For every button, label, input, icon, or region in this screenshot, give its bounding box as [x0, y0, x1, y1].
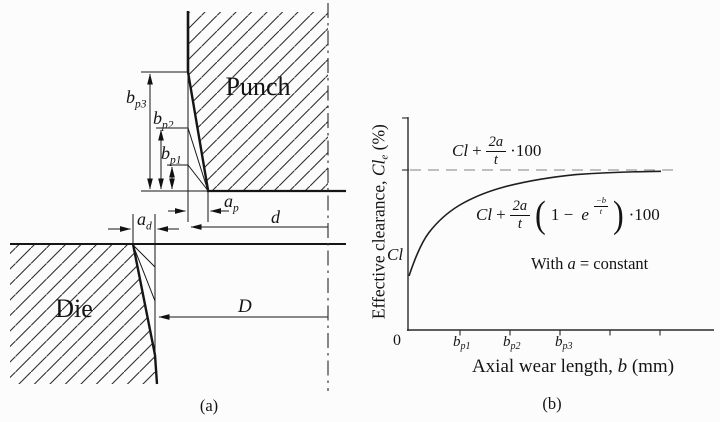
- y-axis-label: Effective clearance, Cle (%): [368, 124, 391, 320]
- origin-label: 0: [393, 332, 401, 349]
- ad-label: ad: [137, 209, 152, 233]
- curve-formula: Cl + 2a t ( 1 − e −b t ) ·100: [476, 194, 660, 236]
- caption-a: (a): [200, 396, 218, 415]
- die-wear-profile-1: [132, 244, 156, 268]
- fraction-2a-t: 2a t: [509, 198, 531, 232]
- x-axis-label: Axial wear length, b (mm): [471, 356, 675, 377]
- x-tick-bp2: bp2: [503, 334, 521, 352]
- cl-axis-value: Cl: [387, 245, 404, 264]
- punch-worn-flank: [186, 71, 210, 191]
- constant-a-annotation: With a = constant: [531, 254, 649, 273]
- d-label: d: [271, 207, 281, 227]
- asymptote-formula: Cl + 2a t ·100: [452, 134, 542, 168]
- die-hatch-region: [10, 244, 157, 384]
- bp1-label: bp1: [161, 143, 182, 167]
- effective-clearance-curve: [408, 170, 662, 277]
- punch-hatch-region: [188, 12, 328, 190]
- D-label: D: [237, 296, 252, 317]
- die-label: Die: [55, 294, 93, 323]
- bp2-label: bp2: [153, 108, 174, 132]
- open-paren: (: [535, 194, 546, 236]
- punch-wear-profile-2: [187, 127, 208, 190]
- punch-label: Punch: [226, 72, 291, 101]
- die-bore-lower-edge: [153, 354, 159, 385]
- x-tick-bp3: bp3: [555, 334, 573, 352]
- close-paren: ): [612, 194, 624, 236]
- die-worn-flank: [131, 243, 157, 356]
- x-axis-ticks: [459, 330, 661, 336]
- x-tick-bp1: bp1: [453, 334, 471, 352]
- die-wear-profile-2: [132, 244, 156, 302]
- exponent-fraction: −b t: [593, 194, 608, 216]
- punch-wear-profile-1: [187, 164, 208, 191]
- fraction-2a-t: 2a t: [485, 134, 507, 168]
- caption-b: (b): [542, 394, 562, 413]
- bp3-label: bp3: [126, 87, 147, 111]
- ap-label: ap: [224, 191, 239, 215]
